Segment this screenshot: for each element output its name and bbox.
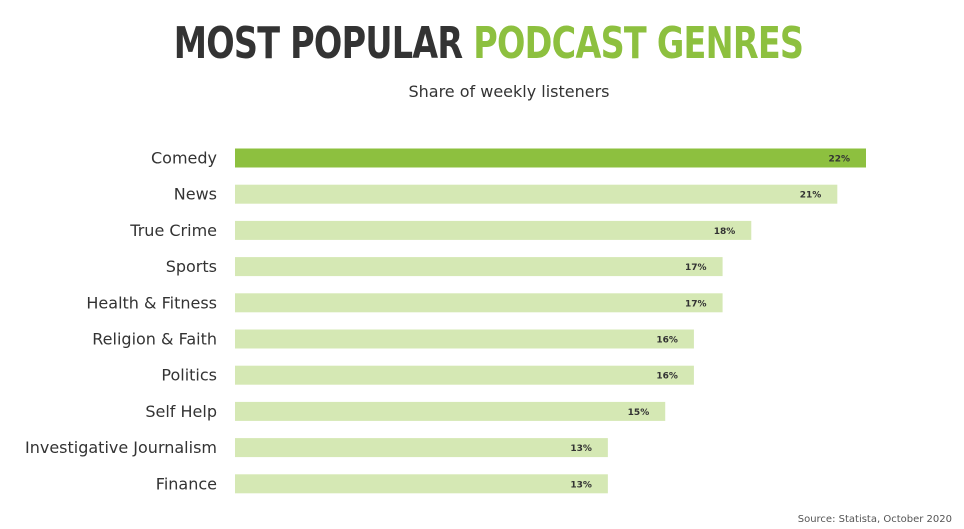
chart-subtitle: Share of weekly listeners [408, 82, 610, 101]
category-label-news: News [174, 185, 217, 204]
value-label-investigative-journalism: 13% [570, 444, 592, 454]
bar-comedy [235, 148, 866, 168]
category-label-sports: Sports [166, 257, 217, 276]
source-note: Source: Statista, October 2020 [797, 514, 952, 525]
value-label-religion-faith: 16% [656, 336, 678, 346]
chart-title: MOST POPULAR PODCAST GENRES [122, 14, 855, 74]
value-label-comedy: 22% [828, 155, 850, 165]
value-label-news: 21% [800, 191, 822, 201]
bar-religion-faith [235, 329, 694, 349]
bar-news [235, 184, 838, 204]
bar-finance [235, 474, 608, 494]
value-label-true-crime: 18% [714, 227, 736, 237]
chart-title-part1: MOST POPULAR [173, 18, 463, 69]
category-label-investigative-journalism: Investigative Journalism [25, 438, 217, 457]
value-label-politics: 16% [656, 372, 678, 382]
category-label-self-help: Self Help [145, 402, 217, 421]
value-label-self-help: 15% [628, 408, 650, 418]
category-label-finance: Finance [156, 474, 217, 493]
category-label-religion-faith: Religion & Faith [92, 330, 217, 349]
bar-politics [235, 365, 694, 385]
category-label-true-crime: True Crime [129, 221, 217, 240]
bar-true-crime [235, 220, 752, 240]
category-label-comedy: Comedy [151, 149, 217, 168]
category-label-health-fitness: Health & Fitness [86, 293, 217, 312]
bar-sports [235, 257, 723, 277]
value-label-health-fitness: 17% [685, 299, 707, 309]
chart-title-part2: PODCAST GENRES [473, 18, 804, 69]
bar-self-help [235, 401, 666, 421]
category-label-politics: Politics [161, 366, 217, 385]
bar-investigative-journalism [235, 438, 608, 458]
bar-health-fitness [235, 293, 723, 313]
value-label-finance: 13% [570, 480, 592, 490]
value-label-sports: 17% [685, 263, 707, 273]
